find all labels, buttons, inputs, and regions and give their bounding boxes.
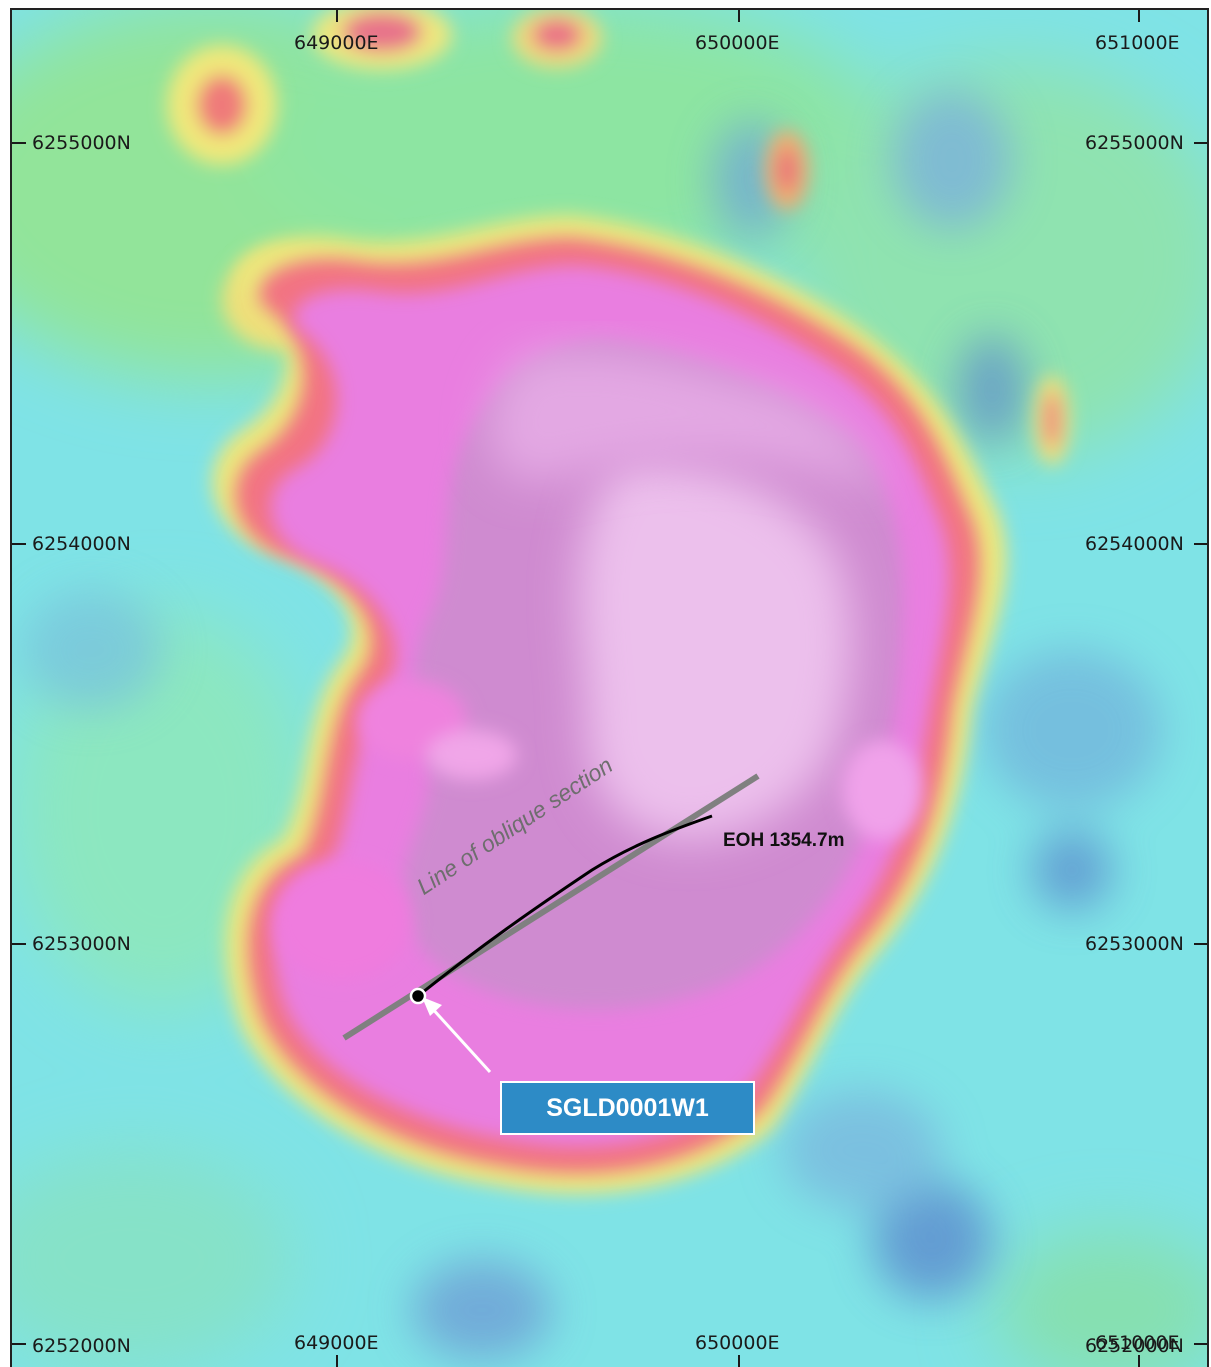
northing-label-left: 6253000N <box>32 933 131 955</box>
easting-label-top: 651000E <box>1095 32 1180 54</box>
easting-label-top: 649000E <box>294 32 379 54</box>
tick-left-6252000 <box>12 1343 26 1345</box>
drillhole-trace <box>417 814 713 998</box>
tick-right-6254000 <box>1194 543 1207 545</box>
anomaly-pale-upper <box>489 350 882 500</box>
anomaly-pale-core <box>578 460 851 840</box>
northing-label-left: 6255000N <box>32 132 131 154</box>
tick-bottom-651000 <box>1138 1355 1140 1367</box>
tick-bottom-649000 <box>336 1355 338 1367</box>
magnetic-anomaly-map <box>12 10 1207 1367</box>
northing-label-left: 6252000N <box>32 1335 131 1357</box>
easting-label-top: 650000E <box>695 32 780 54</box>
tick-left-6254000 <box>12 543 26 545</box>
tick-top-651000 <box>1138 10 1140 22</box>
magenta-lobes <box>272 680 922 980</box>
northing-label-left: 6254000N <box>32 533 131 555</box>
easting-label-bottom: 649000E <box>294 1332 379 1354</box>
drillhole-callout: SGLD0001W1 <box>500 1081 755 1135</box>
northing-label-right: 6252000N <box>1085 1335 1184 1357</box>
drillhole-collar <box>409 987 427 1005</box>
tick-right-6253000 <box>1194 943 1207 945</box>
map-frame: 649000E 650000E 651000E 649000E 650000E … <box>10 8 1209 1367</box>
tick-right-6255000 <box>1194 142 1207 144</box>
northing-label-right: 6253000N <box>1085 933 1184 955</box>
easting-label-bottom: 651000E <box>1095 1332 1180 1354</box>
northing-label-right: 6254000N <box>1085 533 1184 555</box>
end-of-hole-label: EOH 1354.7m <box>723 830 845 851</box>
easting-label-bottom: 650000E <box>695 1332 780 1354</box>
callout-arrowhead <box>422 997 442 1016</box>
tick-bottom-650000 <box>738 1355 740 1367</box>
northing-label-right: 6255000N <box>1085 132 1184 154</box>
callout-arrow <box>428 1004 492 1074</box>
tick-right-6252000 <box>1194 1343 1207 1345</box>
tick-left-6253000 <box>12 943 26 945</box>
tick-top-649000 <box>336 10 338 22</box>
tick-left-6255000 <box>12 142 26 144</box>
tick-top-650000 <box>738 10 740 22</box>
